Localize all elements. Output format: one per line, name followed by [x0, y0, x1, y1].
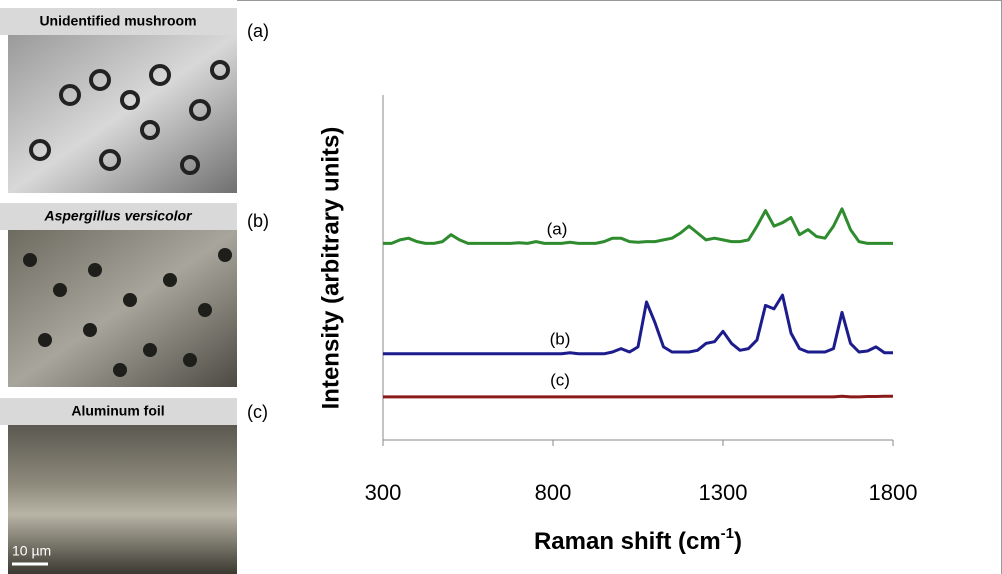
- spectrum-line: [383, 207, 893, 245]
- panel-label: (b): [247, 211, 269, 231]
- spores: [23, 248, 232, 377]
- header: [0, 8, 237, 35]
- spores: [29, 60, 230, 175]
- x-axis-label-text: Raman shift (cm: [534, 528, 721, 555]
- header: [0, 398, 237, 425]
- x-axis-label: Raman shift (cm-1): [534, 525, 742, 555]
- y-axis-label: Intensity (arbitrary units): [317, 127, 344, 410]
- x-axis-label-end: ): [734, 528, 742, 555]
- photo: [8, 425, 237, 574]
- header: [0, 203, 237, 230]
- x-tick-label: 1300: [699, 480, 748, 505]
- panels: Unidentified mushroom Aspergillus versic…: [0, 8, 269, 574]
- x-tick-label: 800: [535, 480, 572, 505]
- scale-label: 10 µm: [12, 543, 51, 559]
- series-label: (c): [550, 370, 570, 389]
- photo: [8, 35, 237, 193]
- series-label: (a): [547, 219, 568, 238]
- spectrum-line: [383, 394, 893, 399]
- panel-title: Unidentified mushroom: [39, 13, 196, 29]
- panel-label: (a): [247, 21, 269, 41]
- series-label: (b): [550, 329, 571, 348]
- panel-title: Aspergillus versicolor: [43, 208, 193, 224]
- x-tick-label: 300: [365, 480, 402, 505]
- x-tick-label: 1800: [869, 480, 918, 505]
- x-axis-label-sup: -1: [721, 525, 734, 542]
- panel-title: Aluminum foil: [71, 403, 164, 419]
- panel-label: (c): [247, 402, 268, 422]
- spectrum-line: [383, 293, 893, 356]
